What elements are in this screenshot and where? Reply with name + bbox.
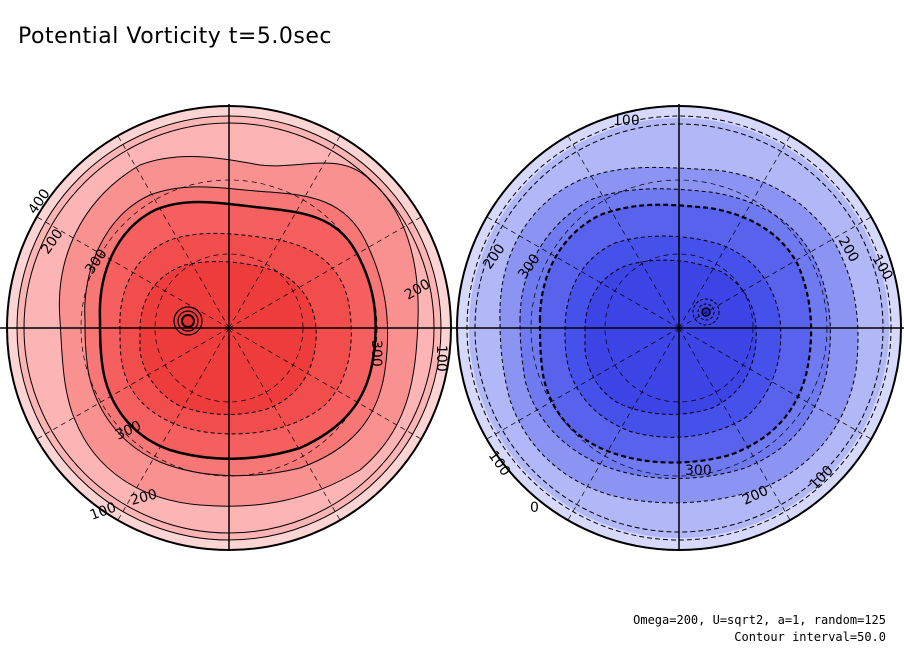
contour-interval-caption: Contour interval=50.0 <box>734 630 886 644</box>
contour-label: 200 <box>129 486 159 508</box>
contour-label: 300 <box>368 340 384 367</box>
contour-label: 100 <box>613 113 640 129</box>
level-fill-400 <box>584 259 757 415</box>
north-pole-disk: 100 200 300 200 300 400 300 200 100 <box>0 104 452 551</box>
plot-title: Potential Vorticity t=5.0sec <box>18 24 332 49</box>
level-fill-400 <box>139 261 317 415</box>
south-pole-disk: 100 200 300 200 100 100 300 200 100 0 <box>451 104 904 551</box>
parameter-caption: Omega=200, U=sqrt2, a=1, random=125 <box>633 613 886 627</box>
contour-label: 100 <box>433 345 449 372</box>
contour-label: 300 <box>685 463 712 479</box>
contour-label: 0 <box>530 500 539 516</box>
